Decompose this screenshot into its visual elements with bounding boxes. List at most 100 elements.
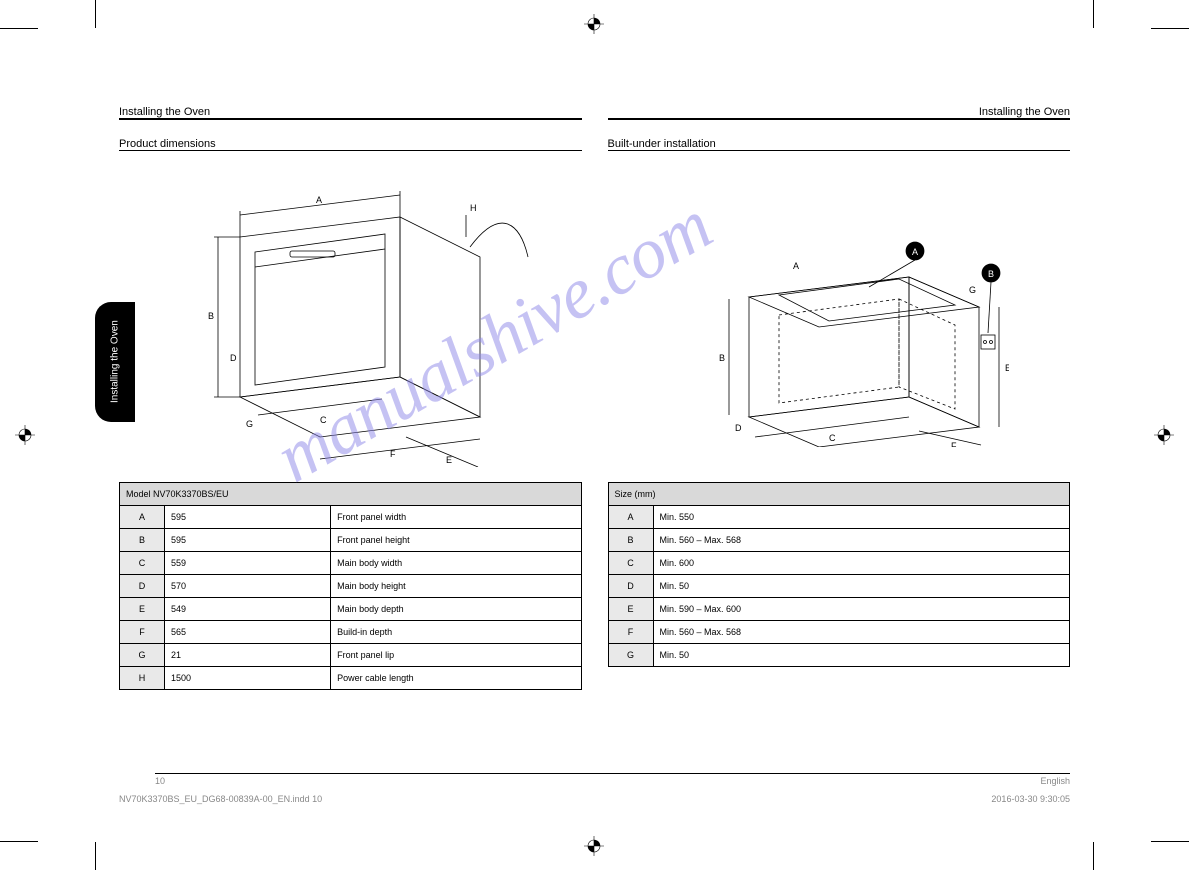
cell-idx: E — [120, 598, 165, 621]
cell-val: Min. 50 — [653, 575, 1070, 598]
footer-lang: English — [1040, 776, 1070, 786]
registration-mark-icon — [1154, 425, 1174, 445]
cell-val: 549 — [165, 598, 331, 621]
cell-idx: F — [120, 621, 165, 644]
crop-mark — [1151, 841, 1189, 842]
svg-text:F: F — [951, 441, 957, 447]
table-row: D570Main body height — [120, 575, 582, 598]
svg-text:E: E — [1005, 363, 1009, 373]
table-row: CMin. 600 — [608, 552, 1070, 575]
table-row: F565Build-in depth — [120, 621, 582, 644]
cell-idx: D — [120, 575, 165, 598]
crop-mark — [0, 28, 38, 29]
svg-text:E: E — [446, 455, 452, 465]
svg-text:D: D — [735, 423, 742, 433]
cell-idx: B — [120, 529, 165, 552]
rule — [608, 118, 1071, 120]
footer: 10 English — [95, 774, 1094, 786]
svg-text:H: H — [470, 203, 477, 213]
table-row: AMin. 550 — [608, 506, 1070, 529]
footer-file: NV70K3370BS_EU_DG68-00839A-00_EN.indd 10 — [119, 794, 322, 804]
table-header: Size (mm) — [608, 483, 1070, 506]
section-title: Installing the Oven — [119, 106, 582, 118]
cell-val: Min. 550 — [653, 506, 1070, 529]
product-dimension-diagram: A B C D E F G H — [119, 159, 582, 474]
cell-idx: A — [608, 506, 653, 529]
cell-val: Min. 590 – Max. 600 — [653, 598, 1070, 621]
cell-idx: G — [608, 644, 653, 667]
cell-val: 1500 — [165, 667, 331, 690]
cell-val: Min. 560 – Max. 568 — [653, 529, 1070, 552]
registration-mark-icon — [584, 14, 604, 34]
svg-text:B: B — [208, 311, 214, 321]
built-under-table: Size (mm) AMin. 550BMin. 560 – Max. 568C… — [608, 482, 1071, 667]
cell-val: 565 — [165, 621, 331, 644]
cell-idx: A — [120, 506, 165, 529]
cell-val: Min. 560 – Max. 568 — [653, 621, 1070, 644]
registration-mark-icon — [15, 425, 35, 445]
cell-desc: Front panel width — [331, 506, 581, 529]
rule — [119, 150, 582, 151]
table-row: C559Main body width — [120, 552, 582, 575]
cell-val: 595 — [165, 506, 331, 529]
table-row: FMin. 560 – Max. 568 — [608, 621, 1070, 644]
cell-desc: Main body height — [331, 575, 581, 598]
section-subtitle: Built-under installation — [608, 138, 1071, 150]
table-row: DMin. 50 — [608, 575, 1070, 598]
table-row: G21Front panel lip — [120, 644, 582, 667]
built-under-diagram: A B A B C D E F G — [608, 159, 1071, 474]
page-number: 10 — [155, 776, 165, 786]
cell-val: 21 — [165, 644, 331, 667]
cell-idx: D — [608, 575, 653, 598]
cell-desc: Power cable length — [331, 667, 581, 690]
cell-idx: B — [608, 529, 653, 552]
cell-idx: G — [120, 644, 165, 667]
left-column: Installing the Oven Product dimensions — [119, 106, 582, 690]
cell-idx: H — [120, 667, 165, 690]
cell-val: 595 — [165, 529, 331, 552]
cell-desc: Front panel lip — [331, 644, 581, 667]
rule — [608, 150, 1071, 151]
cell-idx: C — [120, 552, 165, 575]
svg-text:B: B — [988, 269, 994, 279]
crop-mark — [0, 841, 38, 842]
table-row: B595Front panel height — [120, 529, 582, 552]
svg-text:B: B — [719, 353, 725, 363]
cell-idx: F — [608, 621, 653, 644]
table-row: H1500Power cable length — [120, 667, 582, 690]
rule — [119, 118, 582, 120]
svg-text:G: G — [969, 285, 976, 295]
footer-meta: NV70K3370BS_EU_DG68-00839A-00_EN.indd 10… — [95, 786, 1094, 804]
svg-text:G: G — [246, 419, 253, 429]
cell-desc: Build-in depth — [331, 621, 581, 644]
cell-idx: C — [608, 552, 653, 575]
svg-text:C: C — [829, 433, 836, 443]
cell-idx: E — [608, 598, 653, 621]
cell-desc: Front panel height — [331, 529, 581, 552]
crop-mark — [1151, 28, 1189, 29]
svg-text:A: A — [316, 195, 322, 205]
footer-date: 2016-03-30 9:30:05 — [991, 794, 1070, 804]
crop-mark — [1093, 0, 1094, 28]
cell-desc: Main body depth — [331, 598, 581, 621]
crop-mark — [95, 0, 96, 28]
table-header: Model NV70K3370BS/EU — [120, 483, 582, 506]
right-column: Installing the Oven Built-under installa… — [608, 106, 1071, 690]
table-row: EMin. 590 – Max. 600 — [608, 598, 1070, 621]
cell-val: 559 — [165, 552, 331, 575]
crop-mark — [95, 842, 96, 870]
svg-text:A: A — [912, 247, 918, 257]
svg-text:C: C — [320, 415, 327, 425]
cell-val: Min. 50 — [653, 644, 1070, 667]
section-title: Installing the Oven — [608, 106, 1071, 118]
dimension-table: Model NV70K3370BS/EU A595Front panel wid… — [119, 482, 582, 690]
svg-text:A: A — [793, 261, 799, 271]
cell-val: 570 — [165, 575, 331, 598]
table-row: A595Front panel width — [120, 506, 582, 529]
svg-text:F: F — [390, 449, 396, 459]
table-row: GMin. 50 — [608, 644, 1070, 667]
cell-desc: Main body width — [331, 552, 581, 575]
section-subtitle: Product dimensions — [119, 138, 582, 150]
crop-mark — [1093, 842, 1094, 870]
registration-mark-icon — [584, 836, 604, 856]
